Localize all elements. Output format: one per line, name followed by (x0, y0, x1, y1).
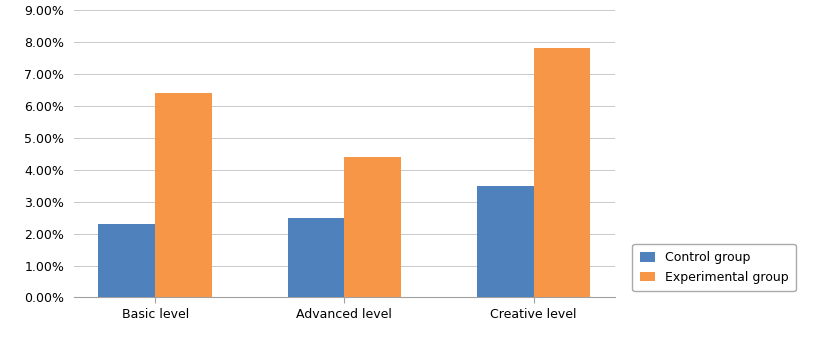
Bar (533, 48, 590, 297)
Bar (155, 93, 211, 297)
Legend: Control group, Experimental group: Control group, Experimental group (631, 244, 794, 291)
Bar (287, 218, 344, 297)
Bar (344, 157, 400, 297)
Bar (477, 186, 533, 297)
Bar (98, 224, 155, 297)
